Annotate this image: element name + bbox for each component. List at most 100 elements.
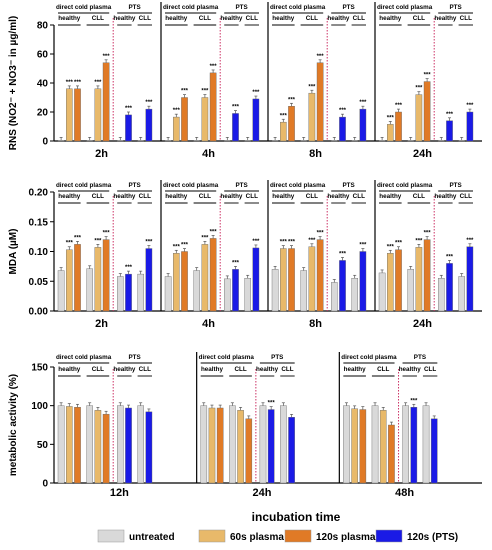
subheader-healthy: healthy	[220, 15, 243, 22]
bar-120s-plasma	[209, 238, 217, 312]
subheader-cll: CLL	[424, 366, 436, 373]
bar-120s-plasma	[209, 72, 217, 142]
header-direct: direct cold plasma	[377, 182, 433, 189]
subheader-cll: CLL	[306, 15, 318, 22]
significance-label: ***	[145, 100, 153, 106]
significance-label: ***	[201, 89, 209, 95]
significance-label: ***	[415, 238, 423, 244]
significance-label: ***	[308, 238, 316, 244]
significance-label: ***	[317, 231, 325, 237]
legend-label: 120s (PTS)	[407, 532, 458, 543]
bar-120s-pts-	[267, 409, 275, 484]
legend-swatch	[375, 529, 403, 543]
bar-120s-plasma	[423, 239, 431, 312]
bar-120s-plasma	[245, 418, 253, 484]
significance-label: ***	[424, 73, 432, 79]
bar-120s-pts-	[430, 418, 438, 484]
legend-swatch	[284, 529, 312, 543]
subheader-healthy: healthy	[220, 193, 243, 200]
bar-120s-plasma	[423, 81, 431, 142]
header-direct: direct cold plasma	[270, 4, 326, 11]
y-axis-label: MDA (µM)	[8, 229, 19, 275]
subheader-cll: CLL	[234, 366, 246, 373]
bar-60s-plasma	[351, 408, 358, 484]
bar-120s-plasma	[181, 251, 188, 312]
bar-untreated	[223, 278, 231, 312]
header-direct: direct cold plasma	[56, 354, 112, 361]
bar-untreated	[402, 405, 409, 484]
y-tick-label: 0.00	[29, 307, 49, 318]
bar-120s-plasma	[288, 105, 295, 142]
significance-label: ***	[280, 113, 288, 119]
significance-label: ***	[125, 265, 133, 271]
header-pts: PTS	[128, 4, 140, 11]
header-pts: PTS	[449, 4, 461, 11]
bar-untreated	[438, 140, 445, 142]
bar-untreated	[378, 272, 386, 312]
subheader-cll: CLL	[353, 15, 365, 22]
bar-untreated	[351, 278, 359, 312]
bar-120s-pts-	[339, 260, 346, 312]
bar-untreated	[193, 270, 201, 312]
header-pts: PTS	[414, 354, 426, 361]
bar-60s-plasma	[237, 410, 244, 484]
group-label: 8h	[309, 318, 322, 330]
legend-label: 60s plasma	[230, 532, 284, 543]
subheader-cll: CLL	[139, 366, 151, 373]
bar-60s-plasma	[379, 410, 387, 484]
group-label: 8h	[309, 148, 322, 160]
significance-label: ***	[339, 108, 347, 114]
y-tick-label: 80	[37, 21, 49, 32]
significance-label: ***	[74, 235, 82, 241]
header-direct: direct cold plasma	[163, 4, 219, 11]
header-pts: PTS	[128, 182, 140, 189]
bar-120s-plasma	[388, 424, 395, 484]
bar-untreated	[116, 276, 124, 312]
bar-60s-plasma	[308, 92, 316, 142]
bar-untreated	[244, 140, 252, 142]
group-label: 24h	[413, 148, 432, 160]
bar-untreated	[57, 140, 65, 142]
bar-60s-plasma	[94, 88, 102, 142]
bar-120s-plasma	[395, 111, 402, 142]
y-tick-label: 0.15	[29, 217, 49, 228]
subheader-healthy: healthy	[113, 366, 136, 373]
subheader-cll: CLL	[306, 193, 318, 200]
subheader-healthy: healthy	[165, 15, 188, 22]
bar-untreated	[200, 405, 208, 484]
significance-label: ***	[232, 260, 240, 266]
bar-120s-pts-	[359, 108, 367, 142]
bar-60s-plasma	[387, 124, 394, 142]
bar-untreated	[300, 270, 308, 312]
subheader-healthy: healthy	[327, 193, 350, 200]
bar-untreated	[438, 278, 445, 312]
significance-label: ***	[415, 86, 423, 92]
bar-60s-plasma	[94, 410, 102, 484]
legend-entry-120s-plasma: 120s plasma	[284, 529, 376, 543]
subheader-healthy: healthy	[58, 193, 81, 200]
significance-label: ***	[94, 80, 102, 86]
bar-120s-plasma	[102, 62, 110, 142]
header-direct: direct cold plasma	[163, 182, 219, 189]
legend-swatch	[198, 529, 226, 543]
significance-label: ***	[268, 401, 276, 407]
bar-120s-pts-	[145, 248, 153, 312]
significance-label: ***	[395, 241, 403, 247]
group-label: 24h	[413, 318, 432, 330]
bar-120s-pts-	[125, 114, 132, 142]
bar-120s-plasma	[74, 244, 81, 312]
bar-untreated	[300, 140, 308, 142]
significance-label: ***	[181, 89, 189, 95]
significance-label: ***	[125, 106, 133, 112]
bar-untreated	[271, 140, 279, 142]
bar-120s-pts-	[125, 407, 132, 484]
header-pts: PTS	[271, 354, 283, 361]
significance-label: ***	[66, 241, 74, 247]
bar-untreated	[116, 405, 124, 484]
subheader-cll: CLL	[92, 193, 104, 200]
significance-label: ***	[446, 112, 454, 118]
significance-label: ***	[308, 84, 316, 90]
subheader-healthy: healthy	[327, 15, 350, 22]
bar-untreated	[331, 282, 338, 312]
